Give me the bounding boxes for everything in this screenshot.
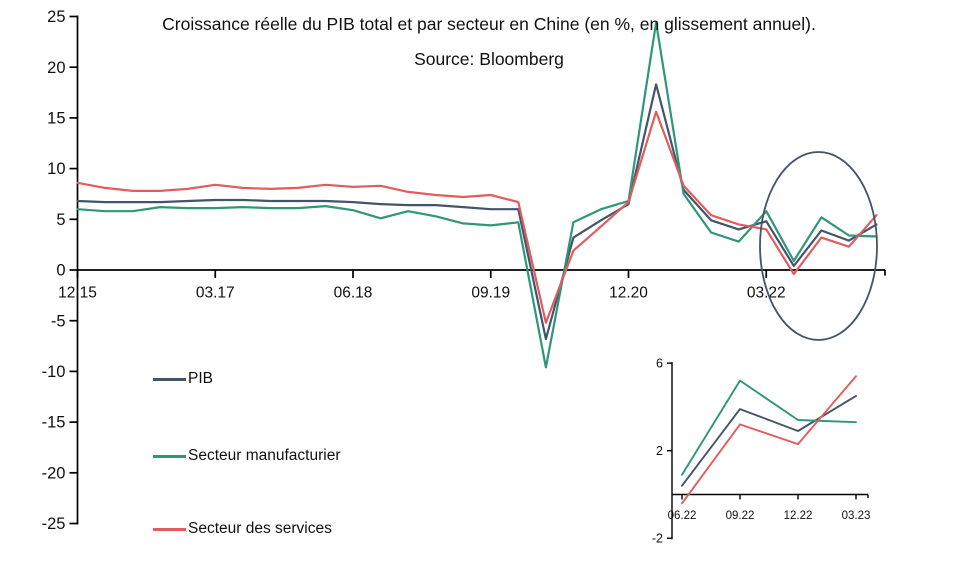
legend-label-services: Secteur des services	[188, 520, 332, 537]
inset-chart-x-tick-label: 09.22	[726, 510, 755, 522]
legend-item-manufacturier: Secteur manufacturier	[153, 447, 341, 465]
main-chart-x-tick-label: 12.15	[58, 285, 97, 302]
main-chart-y-tick-label: 0	[56, 262, 65, 280]
main-chart-y-tick-label: 15	[47, 110, 65, 128]
main-chart-x-tick-label: 09.19	[471, 285, 510, 302]
main-chart-y-tick-label: 10	[47, 160, 65, 178]
inset-chart-x-tick-label: 12.22	[784, 510, 813, 522]
inset-chart-x-tick-label: 06.22	[668, 510, 697, 522]
manufacturier-line-swatch-icon	[153, 454, 186, 458]
main-chart-y-tick-label: 5	[56, 211, 65, 229]
pib-line-swatch-icon	[153, 377, 186, 381]
legend-label-manufacturier: Secteur manufacturier	[188, 447, 341, 464]
inset-chart-y-tick-label: 2	[656, 444, 663, 458]
highlight-ellipse	[759, 151, 878, 341]
title-block: Croissance réelle du PIB total et par se…	[60, 14, 918, 70]
legend-label-pib: PIB	[188, 370, 213, 387]
main-chart-y-tick-label: -5	[51, 312, 66, 330]
main-chart-x-tick-label: 03.17	[196, 285, 235, 302]
chart-subtitle: Source: Bloomberg	[414, 49, 564, 69]
inset-chart-line-pib	[681, 394, 857, 487]
inset-chart-y-tick-label: -2	[652, 532, 663, 546]
inset-chart-x-tick-label: 03.23	[842, 510, 871, 522]
inset-chart-y-tick-label: 6	[656, 356, 663, 370]
main-chart-x-tick-label: 06.18	[334, 285, 373, 302]
inset-chart-line-manufacturier	[681, 379, 857, 476]
main-chart-line-services	[76, 110, 878, 324]
main-chart-x-tick-label: 03.22	[747, 285, 786, 302]
main-chart-y-tick-label: -10	[42, 363, 66, 381]
legend-item-pib: PIB	[153, 370, 213, 388]
main-chart-line-manufacturier	[76, 21, 878, 369]
main-chart-y-tick-label: 20	[47, 59, 65, 77]
main-chart-line-pib	[76, 83, 878, 341]
legend-item-services: Secteur des services	[153, 520, 332, 538]
inset-chart-line-services	[681, 375, 857, 505]
main-chart-y-tick-label: 25	[47, 8, 65, 26]
main-chart-x-tick-label: 12.20	[609, 285, 648, 302]
services-line-swatch-icon	[153, 527, 186, 531]
main-chart-y-tick-label: -20	[42, 464, 66, 482]
chart-title: Croissance réelle du PIB total et par se…	[162, 14, 816, 34]
main-chart-y-tick-label: -25	[42, 515, 66, 533]
main-chart-y-tick-label: -15	[42, 414, 66, 432]
